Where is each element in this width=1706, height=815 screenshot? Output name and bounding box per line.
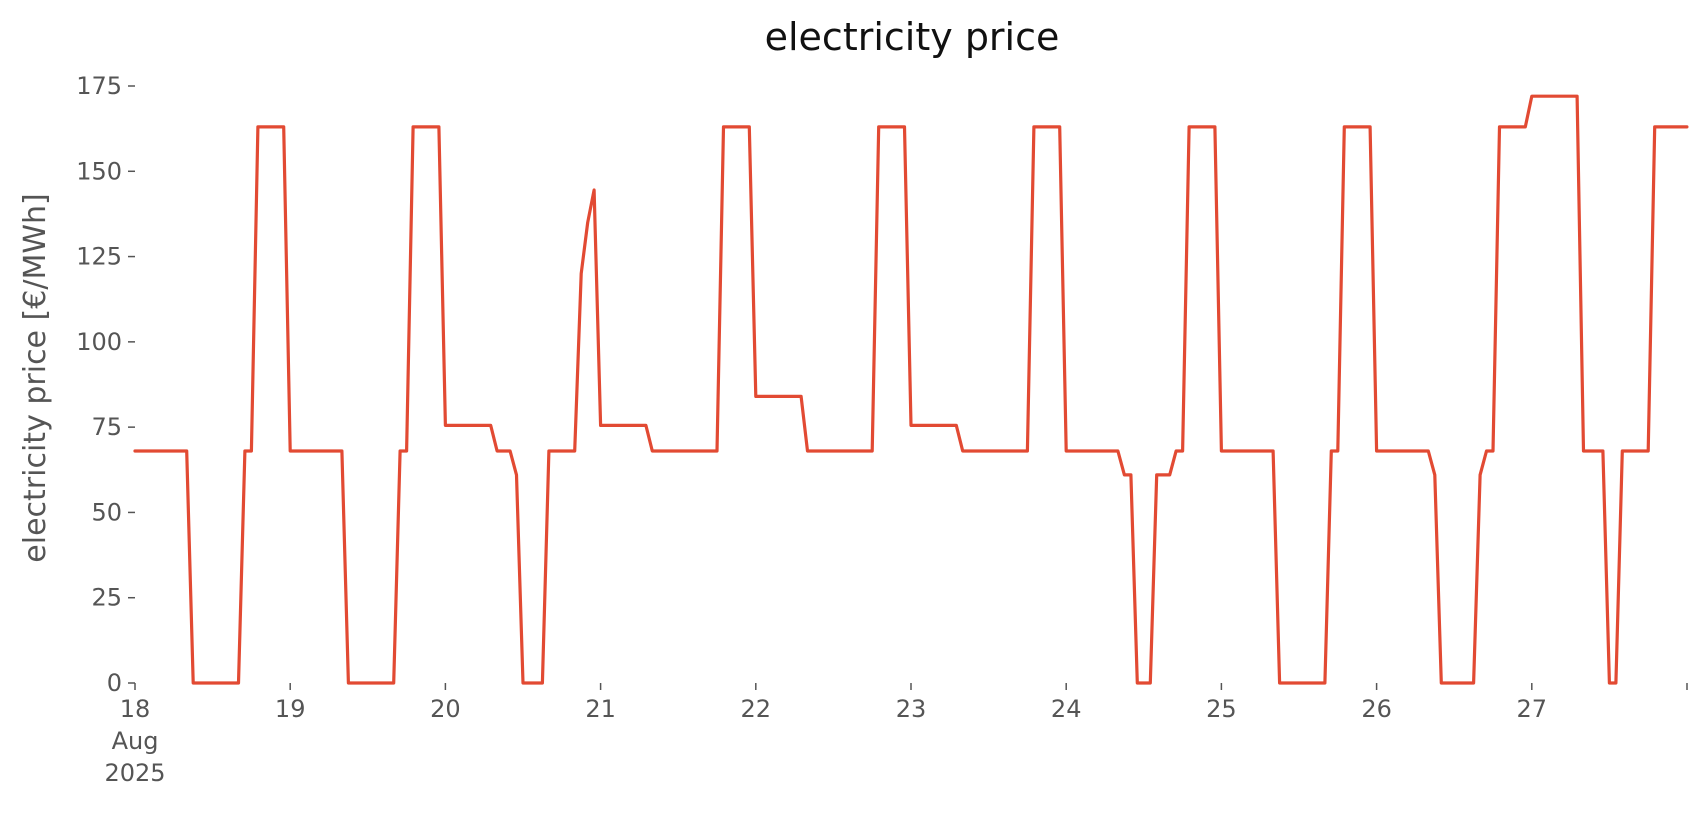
- x-tick-label: 20: [430, 695, 461, 723]
- y-tick-label: 100: [76, 328, 122, 356]
- x-tick-label: 23: [896, 695, 927, 723]
- series-layer: [133, 94, 1689, 685]
- y-tick-label: 50: [91, 498, 122, 526]
- y-tick-label: 125: [76, 243, 122, 271]
- x-axis: 18 Aug 2025 19 20 21 22 23 24 25 26 27: [104, 683, 1688, 787]
- y-tick-label: 0: [107, 669, 122, 697]
- series-line: [133, 94, 1689, 685]
- x-tick-label: 22: [741, 695, 772, 723]
- x-tick-label: 27: [1517, 695, 1548, 723]
- x-tick-label: 24: [1051, 695, 1082, 723]
- x-tick-label: 2025: [104, 759, 165, 787]
- y-tick-label: 150: [76, 157, 122, 185]
- y-tick-label: 175: [76, 72, 122, 100]
- y-axis-label: electricity price [€/MWh]: [18, 193, 53, 562]
- x-tick-label: 21: [585, 695, 616, 723]
- x-tick-label: 18: [120, 695, 151, 723]
- x-tick-label: 25: [1206, 695, 1237, 723]
- chart-title: electricity price: [765, 15, 1060, 59]
- x-tick-label: Aug: [112, 727, 159, 755]
- x-tick-label: 26: [1361, 695, 1392, 723]
- y-axis: 0 25 50 75 100 125 150 175: [76, 72, 135, 697]
- x-tick-label: 19: [275, 695, 306, 723]
- y-tick-label: 25: [91, 584, 122, 612]
- y-tick-label: 75: [91, 413, 122, 441]
